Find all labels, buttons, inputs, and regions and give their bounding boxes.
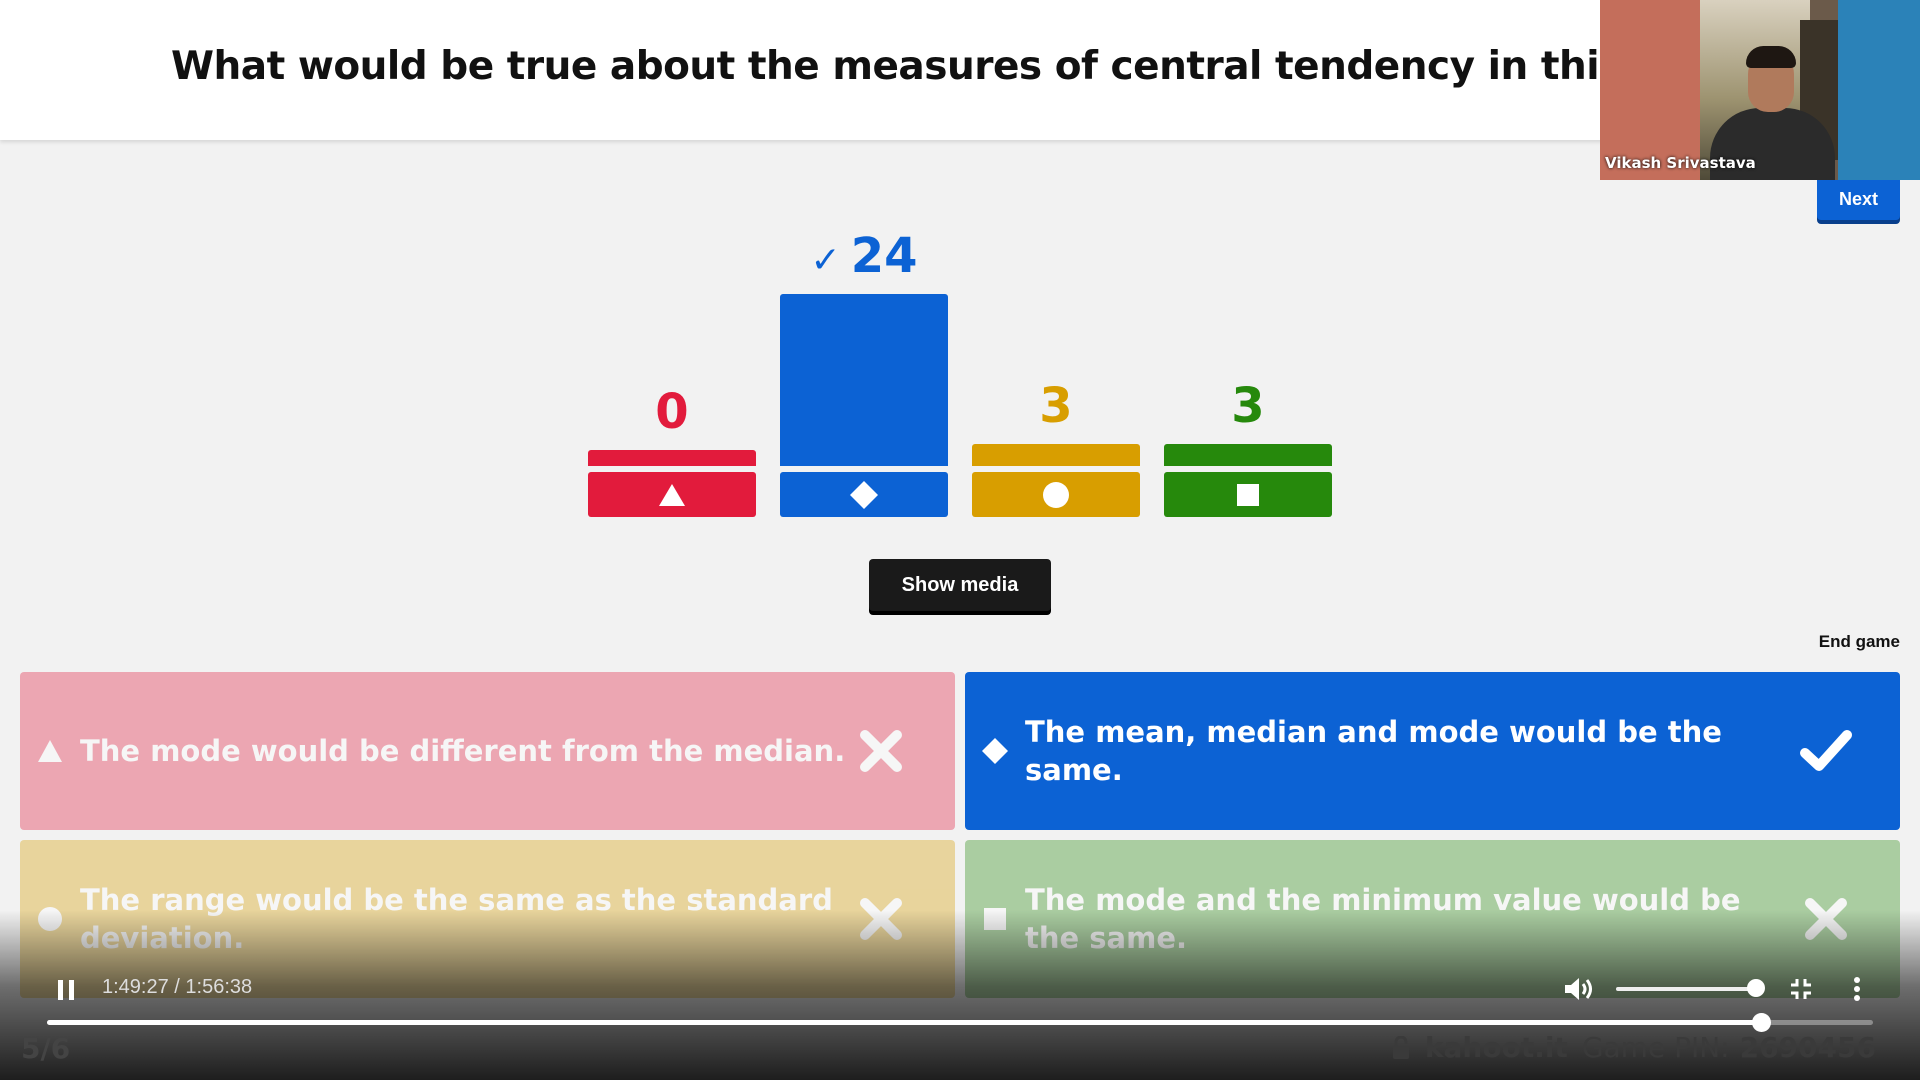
triangle-icon	[658, 483, 686, 507]
webcam-person-hair	[1746, 46, 1796, 68]
result-count-value: 24	[850, 228, 918, 284]
answer-text: The range would be the same as the stand…	[80, 883, 833, 955]
webcam-participant-name: Vikash Srivastava	[1605, 154, 1756, 172]
result-count-label: ✓ 24	[780, 228, 948, 284]
result-bar-shape-base	[1164, 472, 1332, 517]
results-chart: 0 ✓ 24 3 3	[588, 228, 1332, 517]
question-counter: 5/6	[21, 1032, 71, 1065]
close-icon	[851, 889, 911, 949]
exit-fullscreen-icon[interactable]	[1786, 974, 1816, 1004]
result-count-value: 0	[655, 384, 689, 440]
check-icon	[1796, 721, 1856, 781]
close-icon	[1796, 889, 1856, 949]
answer-text: The mode and the minimum value would be …	[1025, 883, 1741, 955]
pause-icon[interactable]	[52, 976, 80, 1004]
seek-bar[interactable]	[47, 1013, 1873, 1032]
result-bar	[972, 444, 1140, 466]
result-count-label: 3	[1164, 378, 1332, 434]
answer-text: The mean, median and mode would be the s…	[1025, 715, 1722, 787]
seek-bar-fill	[47, 1020, 1761, 1025]
game-pin-value: 2690456	[1739, 1031, 1876, 1064]
more-options-icon[interactable]	[1842, 974, 1872, 1004]
game-pin-label: Game PIN:	[1581, 1031, 1730, 1064]
time-display: 1:49:27 / 1:56:38	[102, 976, 252, 999]
webcam-door	[1838, 0, 1920, 180]
result-bar-shape-base	[588, 472, 756, 517]
correct-check-icon: ✓	[810, 240, 841, 281]
circle-icon	[1042, 481, 1070, 509]
brand-text: kahoot.it	[1424, 1031, 1568, 1064]
result-bar-shape-base	[780, 472, 948, 517]
duration: 1:56:38	[185, 976, 253, 998]
lock-icon	[1391, 1035, 1411, 1060]
volume-knob[interactable]	[1747, 979, 1765, 997]
result-count-label: 0	[588, 384, 756, 440]
answer-option-red[interactable]: The mode would be different from the med…	[20, 672, 955, 830]
webcam-background	[1600, 0, 1700, 180]
webcam-person-body	[1710, 108, 1835, 180]
result-count-value: 3	[1039, 378, 1073, 434]
video-controls: 1:49:27 / 1:56:38	[0, 960, 1920, 1080]
triangle-icon	[36, 737, 64, 765]
diamond-icon	[849, 480, 879, 510]
answer-text: The mode would be different from the med…	[80, 734, 846, 768]
close-icon	[851, 721, 911, 781]
time-separator: /	[168, 976, 186, 998]
show-media-button[interactable]: Show media	[869, 559, 1051, 611]
result-bar	[588, 450, 756, 466]
result-bar-shape-base	[972, 472, 1140, 517]
end-game-link[interactable]: End game	[1818, 632, 1900, 651]
result-bar	[780, 294, 948, 466]
seek-bar-knob[interactable]	[1751, 1013, 1771, 1032]
current-time: 1:49:27	[102, 976, 169, 998]
result-bar	[1164, 444, 1332, 466]
answer-option-blue[interactable]: The mean, median and mode would be the s…	[965, 672, 1900, 830]
result-count-label: 3	[972, 378, 1140, 434]
result-count-value: 3	[1231, 378, 1265, 434]
square-icon	[981, 905, 1009, 933]
webcam-feed: Vikash Srivastava	[1600, 0, 1920, 180]
volume-slider[interactable]	[1616, 987, 1756, 991]
circle-icon	[36, 905, 64, 933]
volume-icon[interactable]	[1562, 974, 1596, 1004]
game-footer: kahoot.it Game PIN: 2690456	[1391, 1031, 1876, 1064]
question-title: What would be true about the measures of…	[171, 44, 1716, 89]
diamond-icon	[981, 737, 1009, 765]
square-icon	[1236, 483, 1260, 507]
